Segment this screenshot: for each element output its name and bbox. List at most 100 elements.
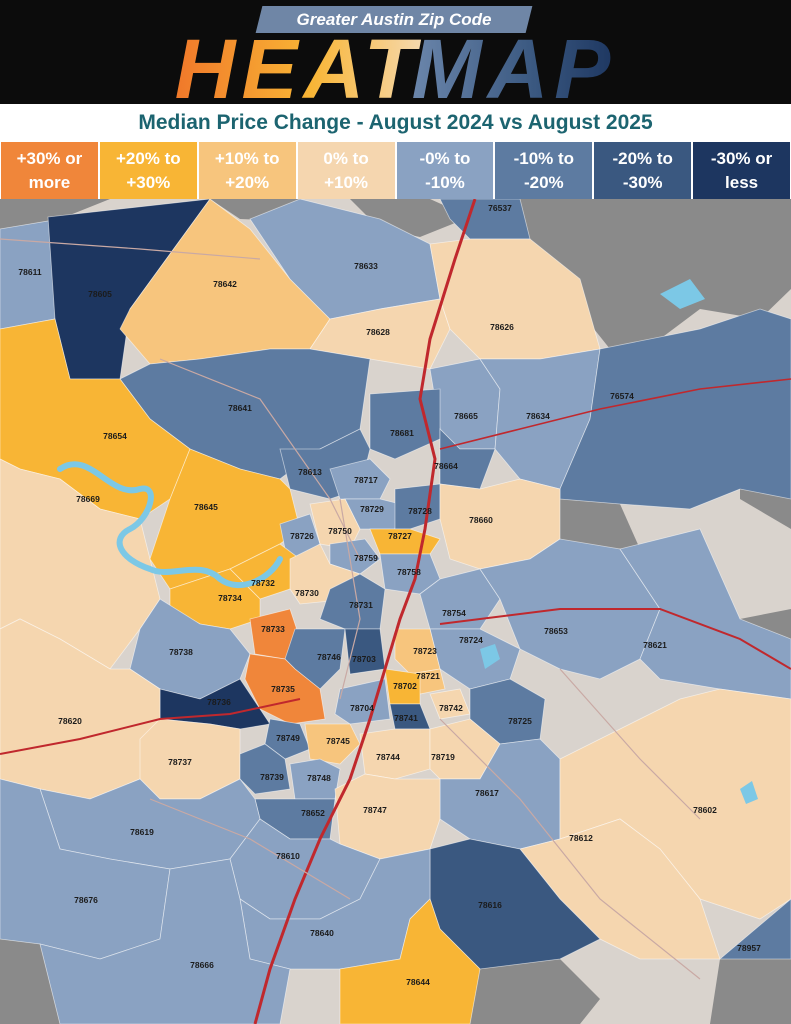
zip-zone-78703 <box>344 628 386 675</box>
zip-label: 78739 <box>260 772 284 782</box>
legend-item: -20% to -30% <box>594 142 692 199</box>
outside-region <box>0 199 110 229</box>
zip-label: 78729 <box>360 504 384 514</box>
zip-label: 78641 <box>228 403 252 413</box>
zip-label: 78750 <box>328 526 352 536</box>
legend-item-line2: less <box>725 172 759 192</box>
zip-label: 78654 <box>103 431 127 441</box>
zip-label: 78681 <box>390 428 414 438</box>
zip-label: 78744 <box>376 752 400 762</box>
zip-label: 78731 <box>349 600 373 610</box>
legend-item-line2: +30% <box>126 172 171 192</box>
zip-label: 78633 <box>354 261 378 271</box>
zip-labels: 76537 78611 78605 78642 78633 78628 78626 78641… <box>18 203 761 987</box>
zip-label: 78653 <box>544 626 568 636</box>
highway-79 <box>439 378 791 450</box>
zip-label: 78738 <box>169 647 193 657</box>
zip-label: 78660 <box>469 515 493 525</box>
legend-item-line1: +10% to <box>214 148 280 168</box>
zip-label: 78664 <box>434 461 458 471</box>
legend-item-line2: -20% <box>523 172 564 192</box>
legend-item-line1: -0% to <box>419 148 471 168</box>
legend-item-line2: -10% <box>425 172 465 192</box>
zip-label: 78735 <box>271 684 295 694</box>
zip-label: 78725 <box>508 716 532 726</box>
zip-label: 78613 <box>298 467 322 477</box>
minor-road <box>439 718 701 980</box>
legend-item-line2: more <box>28 172 71 192</box>
zip-zone-78717 <box>329 458 391 500</box>
zip-zone-78748 <box>289 758 341 800</box>
zip-label: 78734 <box>218 593 242 603</box>
zip-zone-78749 <box>264 718 311 760</box>
legend-item: +20% to +30% <box>99 142 197 199</box>
zip-label: 78626 <box>490 322 514 332</box>
legend-item-line2: +20% <box>225 172 270 192</box>
legend-item-line1: -20% to <box>612 148 673 168</box>
zip-label: 78717 <box>354 475 378 485</box>
legend-item-line1: 0% to <box>323 148 369 168</box>
highway-i35 <box>253 199 477 1024</box>
chart-title: Median Price Change - August 2024 vs Aug… <box>138 111 653 134</box>
zip-label: 78617 <box>475 788 499 798</box>
zip-zone-78747 <box>334 773 441 860</box>
zip-label: 78666 <box>190 960 214 970</box>
lake <box>480 644 500 669</box>
legend-item: +30% or more <box>1 142 98 199</box>
zip-label: 78616 <box>478 900 502 910</box>
zip-label: 78730 <box>295 588 319 598</box>
legend-item-line1: -10% to <box>513 148 575 168</box>
zip-label: 78702 <box>393 681 417 691</box>
zip-label: 78721 <box>416 671 440 681</box>
legend-item-line2: +10% <box>324 172 369 192</box>
zip-label: 78733 <box>261 624 285 634</box>
zip-label: 78758 <box>397 567 421 577</box>
zip-label: 78957 <box>737 943 761 953</box>
minor-road <box>559 668 701 820</box>
zip-label: 78726 <box>290 531 314 541</box>
zip-label: 78754 <box>442 608 466 618</box>
zip-zone-78681 <box>369 388 441 460</box>
zip-label: 78634 <box>526 411 550 421</box>
chart-title-bar: Median Price Change - August 2024 vs Aug… <box>0 104 791 142</box>
zip-label: 78612 <box>569 833 593 843</box>
zip-label: 78745 <box>326 736 350 746</box>
zip-zones <box>0 199 791 1024</box>
highway-71 <box>439 608 791 670</box>
zip-zone-78759 <box>329 538 381 575</box>
outside-region <box>710 959 791 1024</box>
zip-label: 78602 <box>693 805 717 815</box>
legend-item-line1: +20% to <box>115 148 181 168</box>
lake <box>740 781 758 804</box>
zip-label: 78736 <box>207 697 231 707</box>
zip-label: 78732 <box>251 578 275 588</box>
zip-label: 78748 <box>307 773 331 783</box>
zip-label: 78610 <box>276 851 300 861</box>
zip-label: 78652 <box>301 808 325 818</box>
legend-item: -0% to -10% <box>396 142 494 199</box>
zip-label: 78640 <box>310 928 334 938</box>
zip-heat-map: 76537 78611 78605 78642 78633 78628 78626 78641… <box>0 199 791 1024</box>
zip-label: 78676 <box>74 895 98 905</box>
zip-label: 76537 <box>488 203 512 213</box>
river <box>57 461 283 588</box>
minor-road <box>149 798 351 900</box>
zip-label: 78605 <box>88 289 112 299</box>
legend-item: +10% to +20% <box>198 142 296 199</box>
zip-label: 78759 <box>354 553 378 563</box>
map-canvas: 76537 78611 78605 78642 78633 78628 78626 78641… <box>0 199 791 1024</box>
zip-zone-78750 <box>309 498 361 550</box>
legend-item: 0% to +10% <box>297 142 395 199</box>
zip-zone-78745 <box>304 723 361 765</box>
zip-label: 76574 <box>610 391 634 401</box>
zip-label: 78628 <box>366 327 390 337</box>
legend: +30% or more +20% to +30% +10% to +20% 0% to +1… <box>0 142 791 199</box>
title-heat: HEAT <box>175 22 422 108</box>
legend-item-line2: -30% <box>622 172 663 192</box>
zip-label: 78747 <box>363 805 387 815</box>
legend-item: -10% to -20% <box>495 142 593 199</box>
zip-label: 78621 <box>643 640 667 650</box>
lake <box>660 279 705 309</box>
water-features <box>57 279 758 804</box>
subtitle: Greater Austin Zip Code <box>296 10 492 29</box>
